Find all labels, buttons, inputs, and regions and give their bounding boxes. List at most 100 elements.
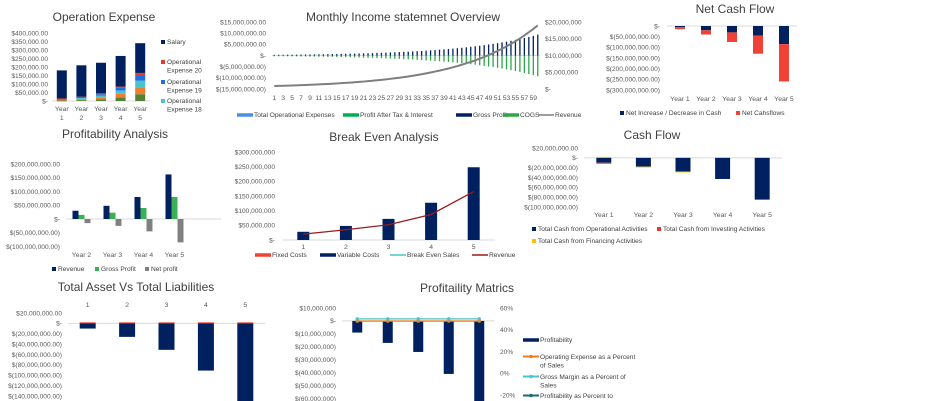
bar-monthly-s2-c29 bbox=[403, 51, 405, 56]
legend-item: Net profit bbox=[145, 266, 178, 273]
legend-label: Operational Expense 19 bbox=[167, 79, 202, 95]
legend-swatch bbox=[523, 338, 539, 342]
y-tick-label: $(10,000,000.00) bbox=[216, 75, 266, 82]
y-tick-label: $- bbox=[572, 155, 578, 162]
category-label: Year 1 bbox=[55, 106, 69, 122]
bar-monthly-s3-c2 bbox=[282, 55, 284, 57]
legend-label: Variable Costs bbox=[337, 252, 380, 259]
bar-monthly-s2-c40 bbox=[452, 48, 454, 56]
y-tick-label: $200,000.00 bbox=[11, 64, 48, 71]
bar-monthly-s2-c55 bbox=[519, 38, 521, 56]
bar-profit-s0-c2 bbox=[134, 197, 141, 219]
bar-monthly-s3-c18 bbox=[353, 55, 356, 58]
bar-monthly-s3-c43 bbox=[465, 55, 467, 64]
bar-monthly-s2-c8 bbox=[309, 54, 311, 56]
category-label: Year 5 bbox=[133, 106, 147, 122]
bar-monthly-s3-c4 bbox=[291, 55, 293, 57]
y-tick-label: $(10,000,000) bbox=[295, 331, 336, 338]
bar-opex-s0-c3 bbox=[115, 55, 126, 87]
bar-assets-s0-c0 bbox=[79, 322, 96, 324]
legend-swatch bbox=[145, 267, 149, 271]
bar-monthly-s3-c11 bbox=[322, 55, 325, 57]
legend-marker bbox=[529, 374, 533, 379]
legend-label: Gross Profit bbox=[473, 112, 508, 119]
bar-assets-s1-c0 bbox=[79, 323, 96, 329]
y-tick-label: $10,000,000.00 bbox=[220, 30, 266, 37]
legend-label: Break Even Sales bbox=[407, 252, 460, 259]
y-tick-label: $(100,000,000.00) bbox=[8, 373, 62, 380]
y-tick-label: $50,000.00 bbox=[15, 90, 48, 97]
legend-swatch bbox=[343, 113, 359, 117]
legend-item: Variable Costs bbox=[320, 252, 380, 259]
bar-monthly-s2-c18 bbox=[353, 53, 356, 56]
bar-assets-s1-c1 bbox=[119, 323, 136, 337]
bar-cashflow-s2-c0 bbox=[596, 156, 612, 158]
legend-item: Total Cash from Investing Activities bbox=[657, 226, 766, 233]
category-label: Year 1 bbox=[594, 212, 614, 219]
y-tick-label: $(60,000,000.00) bbox=[12, 352, 62, 359]
category-label: Year 4 bbox=[134, 252, 154, 259]
bar-monthly-s3-c31 bbox=[412, 55, 414, 60]
bar-monthly-s2-c14 bbox=[336, 53, 338, 56]
bar-opex-s5-c4 bbox=[135, 94, 146, 101]
legend-swatch bbox=[237, 113, 253, 117]
category-label: 5 bbox=[243, 302, 247, 309]
bar-monthly-s3-c34 bbox=[425, 55, 427, 61]
bar-cashflow-s2-c2 bbox=[675, 171, 691, 173]
y-tick-label: $350,000.00 bbox=[11, 39, 48, 46]
bar-monthly-s2-c52 bbox=[505, 41, 508, 56]
bar-monthly-s3-c29 bbox=[403, 55, 405, 60]
bar-monthly-s3-c42 bbox=[461, 55, 463, 64]
y-tick-label: $150,000,000 bbox=[235, 193, 276, 200]
legend-label: Gross Profit bbox=[101, 266, 136, 273]
category-label: 2 bbox=[125, 302, 129, 309]
bar-matrics-s0-c4 bbox=[474, 320, 485, 401]
bar-monthly-s3-c58 bbox=[532, 55, 534, 76]
legend-marker bbox=[529, 393, 533, 398]
line-breakeven-s3 bbox=[303, 191, 475, 235]
category-label: Year 4 bbox=[114, 106, 128, 122]
category-label: Year 1 bbox=[670, 96, 690, 103]
y2-tick-label: 20% bbox=[500, 349, 513, 356]
y-tick-label: $(50,000,000.00) bbox=[610, 34, 660, 41]
x-axis-label: 3 bbox=[281, 95, 285, 102]
legend-swatch bbox=[532, 227, 536, 231]
legend-swatch bbox=[95, 267, 99, 271]
y-tick-label: $50,000,000 bbox=[238, 223, 275, 230]
y-tick-label: $15,000,000.00 bbox=[220, 19, 266, 26]
y2-tick-label: $- bbox=[545, 86, 551, 93]
x-axis-label: 29 bbox=[396, 95, 404, 102]
legend-label: Total Operational Expenses bbox=[254, 112, 335, 119]
bar-monthly-s3-c44 bbox=[470, 55, 472, 65]
y-tick-label: $20,000,000.00 bbox=[16, 310, 62, 317]
y2-tick-label: 0% bbox=[500, 371, 510, 378]
category-label: 2 bbox=[344, 244, 348, 251]
line-marker-matrics-s2-c4 bbox=[477, 317, 482, 321]
bar-monthly-s3-c8 bbox=[309, 55, 311, 57]
legend-swatch bbox=[161, 40, 165, 44]
chart-title: Operation Expense bbox=[53, 10, 156, 24]
y-tick-label: $150,000,000.00 bbox=[10, 175, 60, 182]
legend-label: Profitability as Percent toSales bbox=[540, 393, 613, 401]
bar-monthly-s2-c10 bbox=[318, 54, 320, 56]
bar-monthly-s3-c13 bbox=[331, 55, 333, 57]
bar-opex-s4-c0 bbox=[56, 99, 67, 101]
bar-monthly-s2-c7 bbox=[304, 54, 307, 56]
bar-opex-s2-c2 bbox=[96, 94, 106, 96]
y-tick-label: $(80,000,000.00) bbox=[528, 194, 578, 201]
bar-monthly-s3-c22 bbox=[371, 55, 374, 58]
x-axis-label: 49 bbox=[485, 95, 493, 102]
bar-monthly-s3-c28 bbox=[398, 55, 400, 59]
bar-monthly-s3-c16 bbox=[345, 55, 347, 58]
category-label: Year 3 bbox=[103, 252, 123, 259]
chart-title: Net Cash Flow bbox=[696, 2, 775, 16]
bar-monthly-s2-c15 bbox=[340, 53, 342, 56]
bar-monthly-s2-c54 bbox=[514, 39, 517, 56]
bar-opex-s1-c1 bbox=[76, 96, 87, 98]
legend-item: Gross Profit bbox=[456, 112, 508, 119]
bar-opex-s3-c0 bbox=[56, 99, 67, 101]
y-tick-label: $(60,000,000) bbox=[295, 396, 336, 401]
line-marker-matrics-s2-c2 bbox=[416, 317, 421, 321]
x-axis-label: 39 bbox=[440, 95, 448, 102]
y-tick-label: $- bbox=[654, 23, 660, 30]
